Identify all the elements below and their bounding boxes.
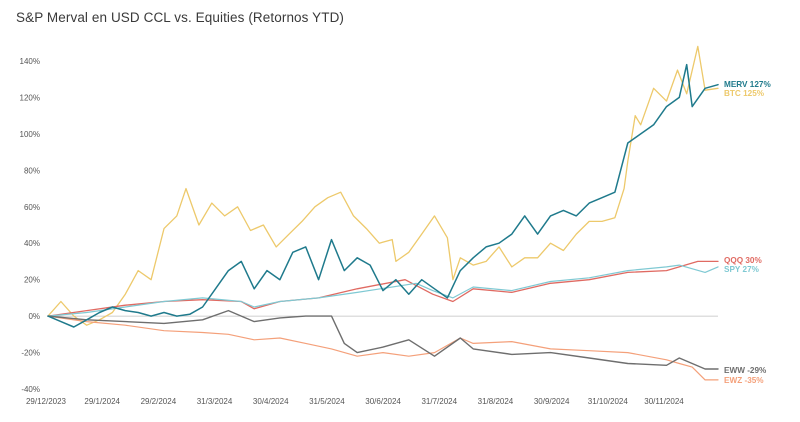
series-end-label-spy: SPY 27%: [724, 265, 760, 274]
chart-title: S&P Merval en USD CCL vs. Equities (Reto…: [16, 10, 345, 25]
series-line-merv: [47, 63, 719, 328]
x-tick-label: 29/12/2023: [26, 397, 67, 406]
y-tick-label: 80%: [24, 166, 40, 175]
x-tick-label: 29/2/2024: [141, 397, 177, 406]
y-tick-label: -20%: [21, 349, 40, 358]
series-end-label-ewz: EWZ -35%: [724, 376, 764, 385]
x-tick-label: 30/4/2024: [253, 397, 289, 406]
y-tick-label: -40%: [21, 385, 40, 394]
series-end-label-btc: BTC 125%: [724, 89, 765, 98]
series-end-label-qqq: QQQ 30%: [724, 256, 762, 265]
y-tick-label: 20%: [24, 276, 40, 285]
series-end-label-merv: MERV 127%: [724, 80, 771, 89]
x-tick-label: 30/6/2024: [365, 397, 401, 406]
y-tick-label: 120%: [20, 93, 40, 102]
series-line-spy: [47, 264, 719, 317]
x-tick-label: 31/10/2024: [588, 397, 629, 406]
y-tick-label: 60%: [24, 203, 40, 212]
x-tick-label: 31/7/2024: [421, 397, 457, 406]
x-tick-label: 29/1/2024: [84, 397, 120, 406]
y-tick-label: 100%: [20, 130, 40, 139]
x-tick-label: 31/5/2024: [309, 397, 345, 406]
y-tick-label: 140%: [20, 57, 40, 66]
series-line-ewz: [47, 315, 719, 381]
x-tick-label: 31/3/2024: [197, 397, 233, 406]
x-tick-label: 30/11/2024: [644, 397, 684, 406]
series-end-label-eww: EWW -29%: [724, 366, 767, 375]
y-tick-label: 0%: [28, 312, 40, 321]
x-tick-label: 31/8/2024: [478, 397, 514, 406]
series-line-eww: [47, 309, 719, 370]
y-tick-label: 40%: [24, 239, 40, 248]
series-line-btc: [47, 45, 719, 326]
x-tick-label: 30/9/2024: [534, 397, 570, 406]
